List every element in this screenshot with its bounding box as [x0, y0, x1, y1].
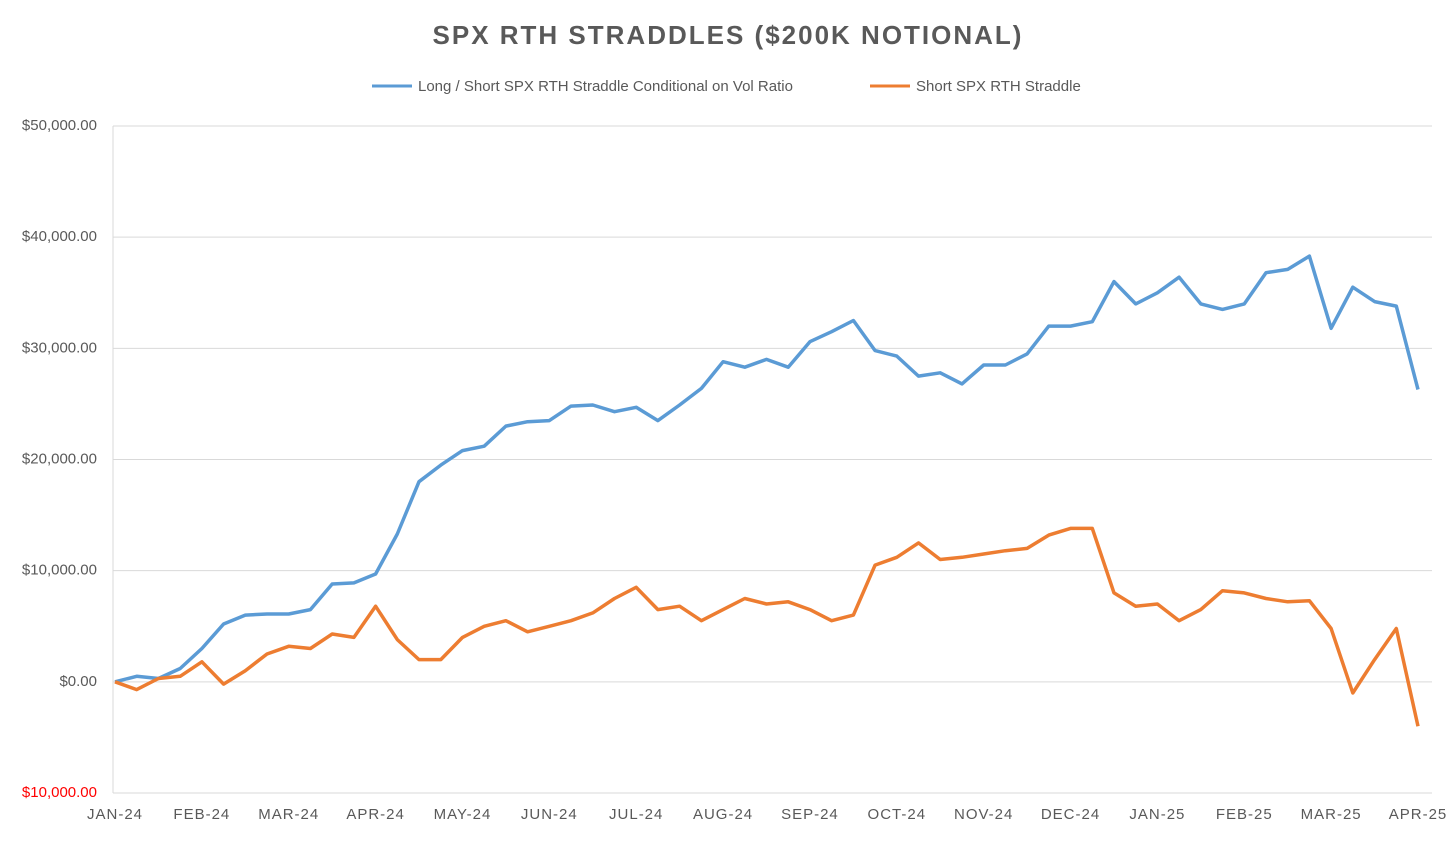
y-tick-label: $50,000.00: [22, 117, 97, 134]
legend-label: Long / Short SPX RTH Straddle Conditiona…: [418, 78, 793, 95]
y-tick-label: $10,000.00: [22, 784, 97, 801]
x-tick-label: JUL-24: [609, 806, 663, 823]
x-tick-label: APR-24: [346, 806, 405, 823]
x-tick-label: FEB-25: [1216, 806, 1273, 823]
y-tick-label: $10,000.00: [22, 562, 97, 579]
y-tick-label: $0.00: [59, 673, 97, 690]
x-tick-label: NOV-24: [954, 806, 1013, 823]
x-tick-label: MAR-25: [1301, 806, 1362, 823]
x-tick-label: SEP-24: [781, 806, 839, 823]
chart-title: SPX RTH STRADDLES ($200K NOTIONAL): [433, 20, 1024, 50]
x-tick-label: MAY-24: [434, 806, 492, 823]
x-tick-label: JAN-24: [87, 806, 143, 823]
y-tick-label: $40,000.00: [22, 228, 97, 245]
x-tick-label: AUG-24: [693, 806, 753, 823]
legend-label: Short SPX RTH Straddle: [916, 78, 1081, 95]
series-line: [114, 254, 1420, 684]
y-tick-label: $30,000.00: [22, 339, 97, 356]
x-tick-label: OCT-24: [868, 806, 927, 823]
x-tick-label: JAN-25: [1129, 806, 1185, 823]
x-tick-label: DEC-24: [1041, 806, 1100, 823]
y-tick-label: $20,000.00: [22, 450, 97, 467]
x-tick-label: APR-25: [1389, 806, 1448, 823]
x-tick-label: FEB-24: [173, 806, 230, 823]
x-tick-label: MAR-24: [258, 806, 319, 823]
series-line: [114, 526, 1420, 727]
x-tick-label: JUN-24: [521, 806, 578, 823]
